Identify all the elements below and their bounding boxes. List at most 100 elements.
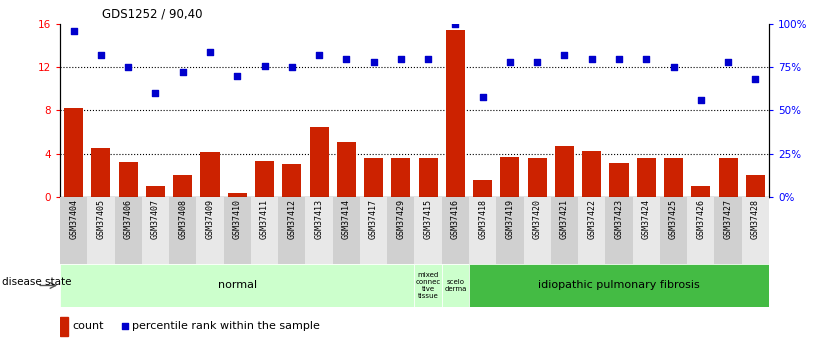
Bar	[691, 186, 711, 197]
Bar	[337, 142, 356, 197]
Text: normal: normal	[218, 280, 257, 290]
Bar	[715, 197, 741, 264]
Bar	[360, 197, 387, 264]
Bar	[333, 197, 360, 264]
Text: GSM37419: GSM37419	[505, 199, 515, 239]
Point	[640, 56, 653, 61]
Bar	[528, 158, 547, 197]
Bar	[555, 146, 574, 197]
Point	[585, 56, 598, 61]
Text: GSM37421: GSM37421	[560, 199, 569, 239]
Bar	[282, 164, 301, 197]
Bar	[660, 197, 687, 264]
Bar	[419, 158, 438, 197]
Text: GSM37429: GSM37429	[396, 199, 405, 239]
Text: GSM37417: GSM37417	[369, 199, 378, 239]
Point	[558, 52, 571, 58]
Bar	[173, 175, 193, 197]
Text: GSM37404: GSM37404	[69, 199, 78, 239]
Point	[122, 65, 135, 70]
Bar	[605, 197, 633, 264]
Bar	[582, 151, 601, 197]
Bar	[196, 197, 224, 264]
Point	[694, 97, 707, 103]
Text: GSM37407: GSM37407	[151, 199, 160, 239]
Bar	[391, 158, 410, 197]
Text: GSM37423: GSM37423	[615, 199, 624, 239]
Bar	[414, 264, 442, 307]
Bar	[446, 30, 465, 197]
Bar	[309, 127, 329, 197]
Text: GSM37422: GSM37422	[587, 199, 596, 239]
Point	[394, 56, 408, 61]
Point	[176, 70, 189, 75]
Text: scelo
derma: scelo derma	[445, 279, 466, 292]
Bar	[64, 108, 83, 197]
Bar	[279, 197, 305, 264]
Text: GSM37420: GSM37420	[533, 199, 542, 239]
Point	[203, 49, 217, 55]
Text: GSM37425: GSM37425	[669, 199, 678, 239]
Point	[67, 28, 80, 34]
Point	[476, 94, 490, 99]
Bar	[442, 197, 469, 264]
Text: GSM37416: GSM37416	[451, 199, 460, 239]
Bar	[496, 197, 524, 264]
Bar	[200, 152, 219, 197]
Bar	[473, 180, 492, 197]
Point	[530, 59, 544, 65]
Point	[667, 65, 681, 70]
Text: mixed
connec
tive
tissue: mixed connec tive tissue	[415, 272, 440, 299]
Point	[148, 90, 162, 96]
Text: GSM37427: GSM37427	[724, 199, 732, 239]
Point	[258, 63, 271, 68]
Bar	[687, 197, 715, 264]
Bar	[469, 264, 769, 307]
Bar	[169, 197, 196, 264]
Point	[285, 65, 299, 70]
Bar	[500, 157, 520, 197]
Bar	[251, 197, 279, 264]
Bar	[118, 162, 138, 197]
Point	[118, 323, 132, 329]
Text: GSM37414: GSM37414	[342, 199, 351, 239]
Bar	[88, 197, 114, 264]
Bar	[60, 197, 88, 264]
Bar	[224, 197, 251, 264]
Bar	[114, 197, 142, 264]
Text: percentile rank within the sample: percentile rank within the sample	[132, 321, 319, 331]
Bar	[60, 317, 68, 335]
Text: GSM37415: GSM37415	[424, 199, 433, 239]
Bar	[305, 197, 333, 264]
Bar	[719, 158, 737, 197]
Text: GSM37409: GSM37409	[205, 199, 214, 239]
Point	[313, 52, 326, 58]
Point	[367, 59, 380, 65]
Bar	[469, 197, 496, 264]
Text: GSM37410: GSM37410	[233, 199, 242, 239]
Bar	[524, 197, 550, 264]
Bar	[550, 197, 578, 264]
Text: GSM37405: GSM37405	[97, 199, 105, 239]
Text: idiopathic pulmonary fibrosis: idiopathic pulmonary fibrosis	[538, 280, 700, 290]
Bar	[442, 264, 469, 307]
Bar	[664, 158, 683, 197]
Text: GSM37408: GSM37408	[178, 199, 188, 239]
Bar	[633, 197, 660, 264]
Text: count: count	[72, 321, 103, 331]
Point	[449, 21, 462, 27]
Bar	[636, 158, 656, 197]
Point	[721, 59, 735, 65]
Bar	[255, 161, 274, 197]
Text: GSM37406: GSM37406	[123, 199, 133, 239]
Point	[503, 59, 516, 65]
Point	[421, 56, 435, 61]
Text: GSM37411: GSM37411	[260, 199, 269, 239]
Bar	[364, 158, 383, 197]
Bar	[228, 194, 247, 197]
Point	[94, 52, 108, 58]
Bar	[146, 186, 165, 197]
Text: GSM37428: GSM37428	[751, 199, 760, 239]
Text: GDS1252 / 90,40: GDS1252 / 90,40	[102, 7, 203, 20]
Bar	[387, 197, 414, 264]
